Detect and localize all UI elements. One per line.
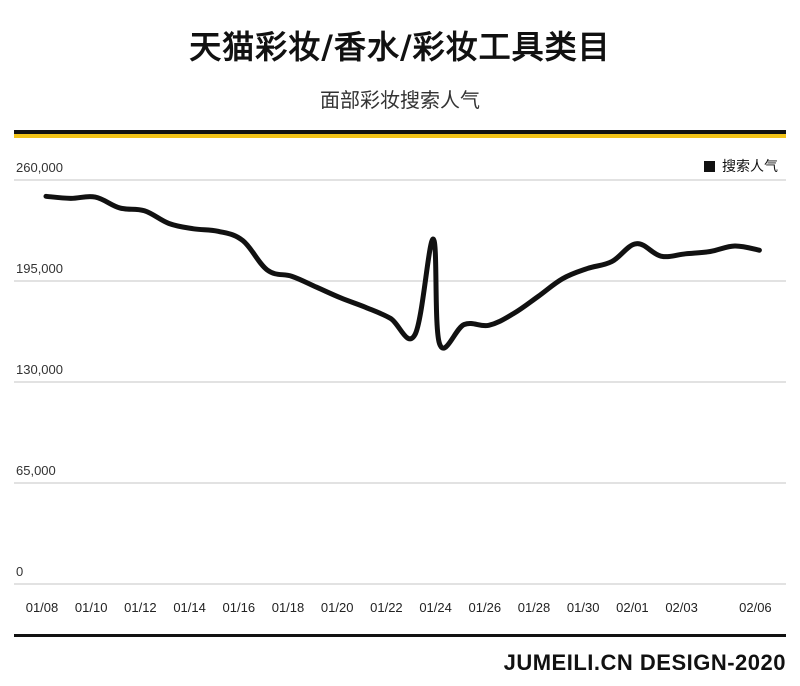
x-tick-label: 01/20	[321, 600, 354, 615]
chart-title: 天猫彩妆/香水/彩妆工具类目	[189, 28, 611, 66]
chart-subtitle: 面部彩妆搜索人气	[320, 88, 480, 112]
x-tick-label: 02/01	[616, 600, 649, 615]
x-tick-label: 01/08	[26, 600, 59, 615]
top-rule-black	[14, 130, 786, 134]
y-tick-label: 0	[16, 564, 23, 579]
x-tick-label: 01/16	[223, 600, 256, 615]
footer-credit: JUMEILI.CN DESIGN-2020	[503, 650, 786, 675]
x-tick-label: 01/26	[469, 600, 502, 615]
x-axis-ticks: 01/08 01/10 01/12 01/14 01/16 01/18 01/20 01/22…	[26, 600, 772, 615]
legend-label: 搜索人气	[722, 159, 778, 175]
y-axis-ticks: 260,000 195,000 130,000 65,000 0	[16, 160, 63, 579]
bottom-rule	[14, 634, 786, 637]
x-tick-label: 01/22	[370, 600, 403, 615]
x-tick-label: 02/03	[665, 600, 698, 615]
y-tick-label: 260,000	[16, 160, 63, 175]
gridlines	[14, 179, 786, 585]
x-tick-label: 01/28	[518, 600, 551, 615]
y-tick-label: 65,000	[16, 463, 56, 478]
series-line	[43, 193, 762, 351]
x-tick-label: 01/24	[419, 600, 452, 615]
y-tick-label: 195,000	[16, 261, 63, 276]
x-tick-label: 01/18	[272, 600, 305, 615]
x-tick-label: 01/12	[124, 600, 157, 615]
x-tick-label: 01/10	[75, 600, 108, 615]
x-tick-label: 02/06	[739, 600, 772, 615]
top-rule-yellow	[14, 134, 786, 138]
x-tick-label: 01/30	[567, 600, 600, 615]
y-tick-label: 130,000	[16, 362, 63, 377]
legend: 搜索人气	[704, 156, 778, 176]
x-tick-label: 01/14	[173, 600, 206, 615]
legend-swatch	[704, 160, 715, 172]
